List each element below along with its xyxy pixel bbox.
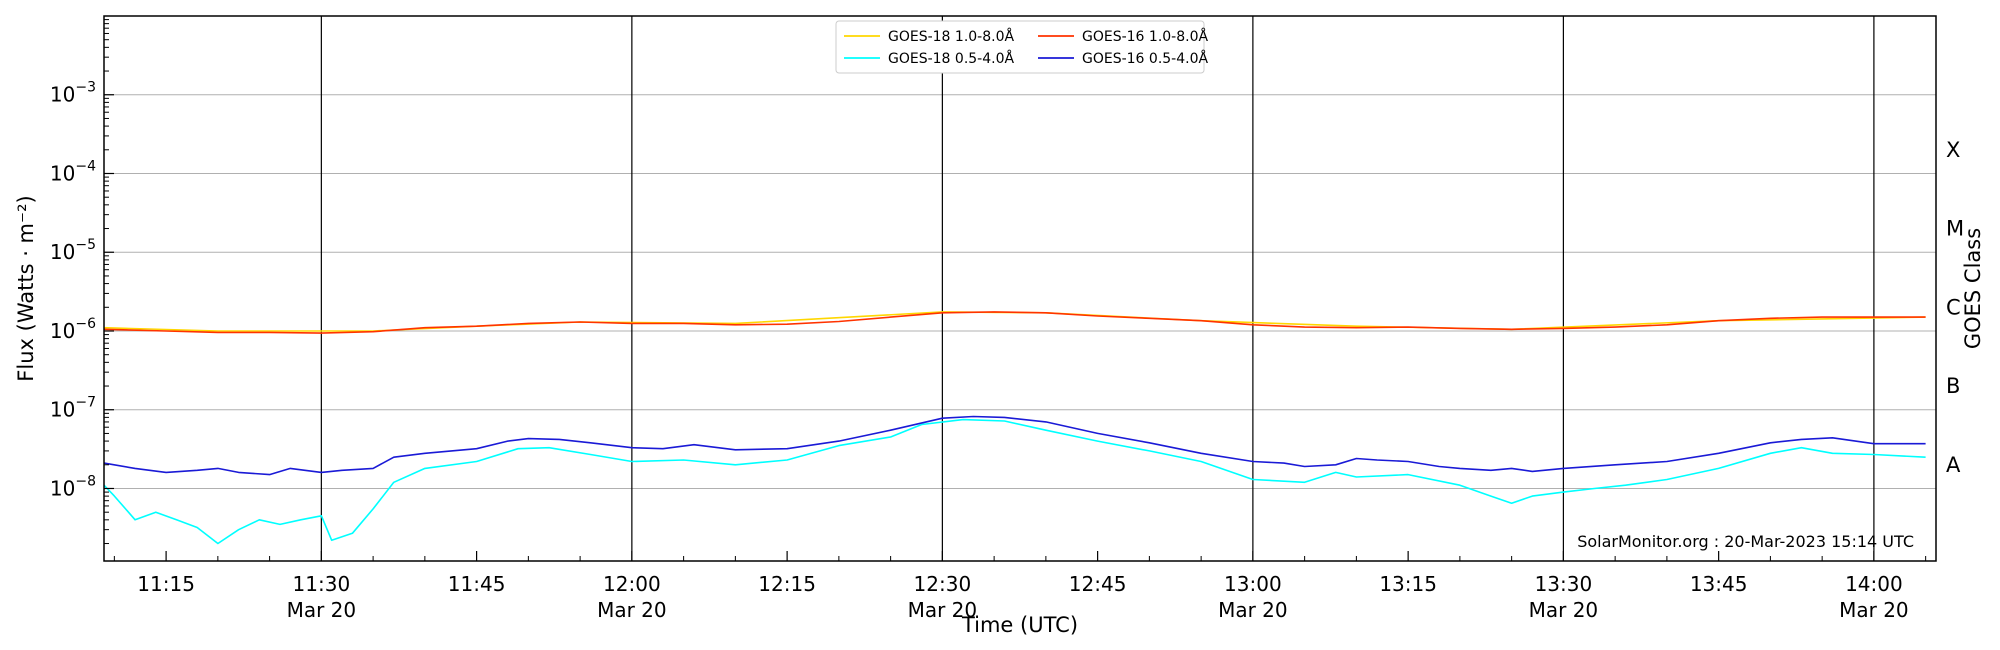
day-boundary-lines <box>320 16 1875 561</box>
axis-ticks <box>104 19 1927 561</box>
x-tick-date-label: Mar 20 <box>1529 598 1599 622</box>
data-series <box>103 311 1926 545</box>
legend: GOES-18 1.0-8.0Å GOES-18 0.5-4.0Å GOES-16 … <box>835 20 1208 74</box>
y-tick-exponent: −7 <box>75 395 96 411</box>
plot-frame <box>103 15 1937 562</box>
legend-label: GOES-18 1.0-8.0Å <box>888 28 1014 45</box>
x-tick-date-label: Mar 20 <box>1839 598 1909 622</box>
goes-class-x-label: X <box>1946 138 1960 162</box>
x-tick-label: 11:45 <box>448 572 506 596</box>
x-tick-label: 11:30 <box>293 572 351 596</box>
x-tick-label: 11:15 <box>137 572 195 596</box>
series-line <box>103 418 1926 545</box>
y-tick-exponent: −5 <box>75 237 96 253</box>
y-tick-label: 10−3 <box>50 80 96 107</box>
goes-class-b-label: B <box>1946 374 1960 398</box>
y-tick-label: 10−4 <box>50 158 96 185</box>
goes-class-labels: A B C M X <box>1946 138 1964 477</box>
series-line <box>103 311 1926 332</box>
y-tick-label: 10−8 <box>50 473 96 500</box>
series-line <box>103 311 1926 334</box>
y-tick-base: 10 <box>50 161 75 185</box>
x-tick-label: 13:15 <box>1379 572 1437 596</box>
legend-label: GOES-16 1.0-8.0Å <box>1082 28 1208 45</box>
y-tick-exponent: −8 <box>75 473 96 489</box>
credit-text: SolarMonitor.org : 20-Mar-2023 15:14 UTC <box>1577 532 1914 551</box>
x-tick-label: 13:45 <box>1690 572 1748 596</box>
goes-class-axis-title: GOES Class <box>1961 228 1985 349</box>
x-tick-label: 12:45 <box>1069 572 1127 596</box>
y-tick-base: 10 <box>50 476 75 500</box>
x-tick-date-label: Mar 20 <box>908 598 978 622</box>
goes-class-a-label: A <box>1946 453 1961 477</box>
y-tick-base: 10 <box>50 319 75 343</box>
series-line <box>103 415 1926 476</box>
y-tick-label: 10−5 <box>50 237 96 264</box>
y-tick-exponent: −4 <box>75 158 96 174</box>
goes-class-m-label: M <box>1946 217 1964 241</box>
x-tick-label: 12:30 <box>914 572 972 596</box>
x-tick-label: 13:30 <box>1535 572 1593 596</box>
y-tick-base: 10 <box>50 240 75 264</box>
x-axis-title: Time (UTC) <box>961 613 1078 637</box>
y-tick-exponent: −3 <box>75 80 96 96</box>
x-tick-date-label: Mar 20 <box>287 598 357 622</box>
x-tick-date-label: Mar 20 <box>597 598 667 622</box>
gridlines <box>104 94 1936 489</box>
x-tick-label: 14:00 <box>1845 572 1903 596</box>
y-tick-exponent: −6 <box>75 316 96 332</box>
x-tick-label: 12:15 <box>758 572 816 596</box>
goes-class-c-label: C <box>1946 295 1961 319</box>
y-tick-label: 10−6 <box>50 316 96 343</box>
y-tick-label: 10−7 <box>50 395 96 422</box>
y-tick-base: 10 <box>50 83 75 107</box>
x-tick-date-label: Mar 20 <box>1218 598 1288 622</box>
y-axis-title: Flux (Watts · m⁻²) <box>14 195 38 381</box>
x-tick-label: 13:00 <box>1224 572 1282 596</box>
legend-label: GOES-16 0.5-4.0Å <box>1082 50 1208 67</box>
y-tick-base: 10 <box>50 398 75 422</box>
legend-label: GOES-18 0.5-4.0Å <box>888 50 1014 67</box>
legend-box <box>835 20 1205 74</box>
x-tick-label: 12:00 <box>603 572 661 596</box>
